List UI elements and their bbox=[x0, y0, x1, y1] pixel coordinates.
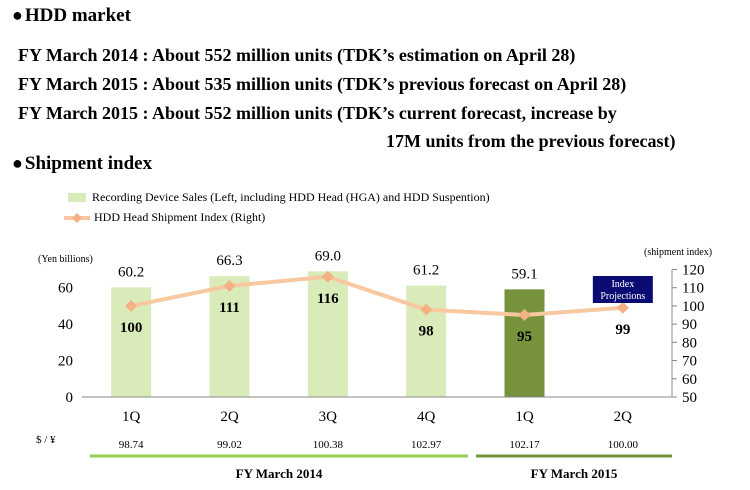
fx-rate: 99.02 bbox=[217, 439, 242, 451]
line-marker bbox=[223, 279, 236, 292]
fy-line-4: 17M units from the previous forecast) bbox=[386, 131, 676, 151]
shipment-title: Shipment index bbox=[24, 153, 153, 174]
line-marker bbox=[321, 270, 334, 283]
line-marker bbox=[420, 303, 433, 316]
bar-value-label: 60.2 bbox=[118, 264, 144, 280]
fy-line-2: FY March 2015 : About 535 million units … bbox=[18, 74, 627, 94]
line-marker bbox=[518, 309, 531, 322]
right-tick-label: 110 bbox=[682, 281, 704, 297]
fy-line-3: FY March 2015 : About 552 million units … bbox=[18, 103, 617, 123]
fx-rate: 102.17 bbox=[509, 439, 540, 451]
right-tick-label: 50 bbox=[682, 390, 697, 406]
left-axis-unit: (Yen billions) bbox=[38, 254, 93, 265]
right-tick-label: 90 bbox=[682, 317, 697, 333]
bar-value-label: 69.0 bbox=[315, 248, 341, 264]
legend-bar-swatch bbox=[68, 193, 86, 202]
line-value-label: 99 bbox=[615, 322, 630, 338]
annotation-line-1: Index bbox=[611, 279, 634, 290]
legend-line: HDD Head Shipment Index (Right) bbox=[64, 210, 266, 225]
bar-5 bbox=[504, 289, 545, 397]
bar-4 bbox=[406, 285, 447, 397]
fy-line-1: FY March 2014 : About 552 million units … bbox=[18, 45, 576, 65]
category-label: 3Q bbox=[319, 409, 338, 425]
left-tick-label: 20 bbox=[58, 354, 73, 370]
line-value-label: 100 bbox=[120, 320, 143, 336]
bullet-icon: ● bbox=[12, 5, 23, 25]
fx-rate: 102.97 bbox=[411, 439, 442, 451]
bar-value-label: 59.1 bbox=[511, 266, 537, 282]
category-label: 1Q bbox=[122, 409, 141, 425]
left-tick-label: 0 bbox=[66, 390, 74, 406]
annotation-line-2: Projections bbox=[600, 291, 645, 302]
bar-2 bbox=[209, 276, 250, 397]
legend-line-label: HDD Head Shipment Index (Right) bbox=[94, 210, 266, 224]
bullet-icon: ● bbox=[12, 153, 23, 173]
line-value-label: 116 bbox=[317, 291, 339, 307]
legend-line-swatch bbox=[64, 212, 90, 223]
category-label: 4Q bbox=[417, 409, 436, 425]
right-axis-unit: (shipment index) bbox=[644, 247, 712, 258]
line-marker bbox=[125, 299, 138, 312]
legend-bars-label: Recording Device Sales (Left, including … bbox=[92, 190, 490, 204]
fx-rate: 100.00 bbox=[608, 439, 639, 451]
category-label: 1Q bbox=[515, 409, 534, 425]
line-marker bbox=[616, 301, 629, 314]
hdd-market-heading: ● HDD market bbox=[12, 5, 131, 27]
bar-value-label: 61.2 bbox=[413, 263, 439, 279]
category-label: 2Q bbox=[614, 409, 633, 425]
period-label-fy2015: FY March 2015 bbox=[531, 466, 618, 481]
shipment-heading: ● Shipment index bbox=[12, 153, 152, 175]
right-tick-label: 120 bbox=[682, 263, 705, 279]
right-tick-label: 100 bbox=[682, 299, 705, 315]
left-tick-label: 60 bbox=[58, 281, 73, 297]
right-tick-label: 60 bbox=[682, 372, 697, 388]
fx-label: $ / ¥ bbox=[36, 434, 56, 446]
left-tick-label: 40 bbox=[58, 317, 73, 333]
right-tick-label: 80 bbox=[682, 335, 697, 351]
index-projections-box bbox=[592, 276, 653, 303]
shipment-index-line bbox=[130, 274, 623, 318]
period-label-fy2014: FY March 2014 bbox=[236, 466, 323, 481]
hdd-market-title: HDD market bbox=[24, 5, 131, 26]
fx-rate: 100.38 bbox=[313, 439, 344, 451]
bar-3 bbox=[307, 271, 348, 397]
bar-value-label: 66.3 bbox=[216, 253, 242, 269]
right-tick-label: 70 bbox=[682, 354, 697, 370]
line-value-label: 111 bbox=[219, 300, 240, 316]
line-value-label: 98 bbox=[419, 324, 434, 340]
legend-bars: Recording Device Sales (Left, including … bbox=[68, 190, 490, 205]
line-value-label: 95 bbox=[517, 329, 532, 345]
fx-rate: 98.74 bbox=[119, 439, 144, 451]
category-label: 2Q bbox=[220, 409, 239, 425]
